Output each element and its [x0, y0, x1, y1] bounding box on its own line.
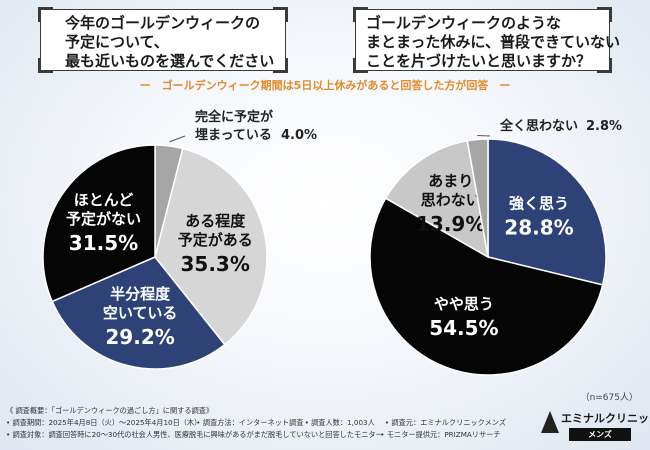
survey-condition-subtitle: ー ゴールデンウィーク期間は5日以上休みがあると回答した方が回答 ー — [139, 79, 511, 92]
footer-survey-count: • 調査人数：1,003人 — [304, 418, 375, 427]
pie-leader-line — [477, 135, 491, 137]
footer-monitor-provider: • モニター提供元：PRIZMAリサーチ — [380, 430, 501, 439]
pie-label-全く思わない: 全く思わない — [499, 118, 578, 134]
pie-value-完全に予定が埋まっている: 4.0% — [281, 128, 317, 143]
clinic-logo: エミナルクリニック メンズ — [541, 407, 650, 445]
logo-name: エミナルクリニック — [561, 412, 650, 425]
pie-label-強く思う: 強く思う — [509, 194, 569, 212]
pie-label-半分程度空いている: 半分程度 — [110, 285, 171, 303]
pie-label-完全に予定が埋まっている: 完全に予定が — [195, 109, 273, 125]
pie-value-ある程度予定がある: 35.3% — [181, 252, 250, 276]
footer-row: • 調査対象：調査回答時に20〜30代の社会人男性、医療脱毛に興味があるがまだ脱… — [6, 429, 536, 441]
corner-mark — [38, 58, 53, 73]
logo-triangle-icon — [541, 411, 559, 433]
footer-survey-target: • 調査対象：調査回答時に20〜30代の社会人男性、医療脱毛に興味があるがまだ脱… — [6, 430, 383, 439]
pie-slice-半分程度空いている — [51, 256, 226, 370]
pie-label-ほとんど予定がない: ほとんど — [74, 191, 134, 209]
respondent-count: （n=675人） — [580, 393, 638, 403]
question-1-line: 今年のゴールデンウィークの — [65, 14, 261, 32]
footer-survey-period: • 調査期間：2025年4月8日（火）〜2025年4月10日（木） — [6, 418, 202, 427]
pie-slice-あまり思わない — [384, 139, 490, 259]
footer-survey-source: • 調査元：エミナルクリニックメンズ — [384, 418, 506, 427]
pie-slice-強く思う — [487, 138, 607, 286]
pie-value-強く思う: 28.8% — [504, 215, 573, 239]
question-1-box: 今年のゴールデンウィークの 予定について、 最も近いものを選んでください — [38, 7, 288, 73]
pie-leader-line — [169, 135, 186, 143]
logo-subname: メンズ — [569, 428, 631, 441]
pie-label-半分程度空いている: 空いている — [103, 304, 178, 322]
question-2-line: ゴールデンウィークのような — [366, 14, 562, 32]
pie-slice-全く思わない — [466, 138, 489, 258]
pie-label-ある程度予定がある: ある程度 — [185, 212, 246, 230]
pie-label-やや思う: やや思う — [434, 295, 494, 313]
pie-label-ほとんど予定がない: 予定がない — [66, 210, 141, 228]
pie-label-あまり思わない: あまり — [428, 172, 473, 190]
corner-mark — [597, 58, 612, 73]
footer-survey-method: • 調査方法：インターネット調査 — [196, 418, 304, 427]
pie-slice-やや思う — [369, 197, 604, 376]
corner-mark — [353, 58, 368, 73]
question-2-box: ゴールデンウィークのような まとまった休みに、普段できていない ことを片づけたい… — [353, 7, 620, 73]
pie-slice-ある程度予定がある — [154, 147, 268, 346]
question-2-line: まとまった休みに、普段できていない — [366, 33, 620, 51]
pie-value-半分程度空いている: 29.2% — [105, 325, 174, 349]
corner-mark — [353, 7, 368, 22]
corner-mark — [597, 7, 612, 22]
corner-mark — [273, 58, 288, 73]
question-1-line: 予定について、 — [65, 33, 169, 51]
pie-value-やや思う: 54.5% — [429, 316, 498, 340]
footer-title: 《 調査概要：「ゴールデンウィークの過ごし方」に関する調査》 — [6, 406, 214, 415]
corner-mark — [273, 7, 288, 22]
pie-label-完全に予定が埋まっている: 埋まっている — [195, 127, 272, 143]
pie-value-あまり思わない: 13.9% — [416, 212, 485, 236]
pie-slice-ほとんど予定がない — [42, 144, 156, 303]
question-2-line: ことを片づけたいと思いますか？ — [366, 52, 592, 70]
footer-row: • 調査期間：2025年4月8日（火）〜2025年4月10日（木） • 調査方法… — [6, 417, 536, 429]
pie-value-全く思わない: 2.8% — [586, 119, 622, 134]
pie-label-ある程度予定がある: 予定がある — [178, 231, 253, 249]
pie-label-あまり思わない: 思わない — [421, 191, 481, 209]
corner-mark — [38, 7, 53, 22]
survey-overview-footer: 《 調査概要：「ゴールデンウィークの過ごし方」に関する調査》 • 調査期間：20… — [6, 405, 536, 441]
pie-value-ほとんど予定がない: 31.5% — [69, 231, 138, 255]
question-1-line: 最も近いものを選んでください — [65, 52, 275, 70]
